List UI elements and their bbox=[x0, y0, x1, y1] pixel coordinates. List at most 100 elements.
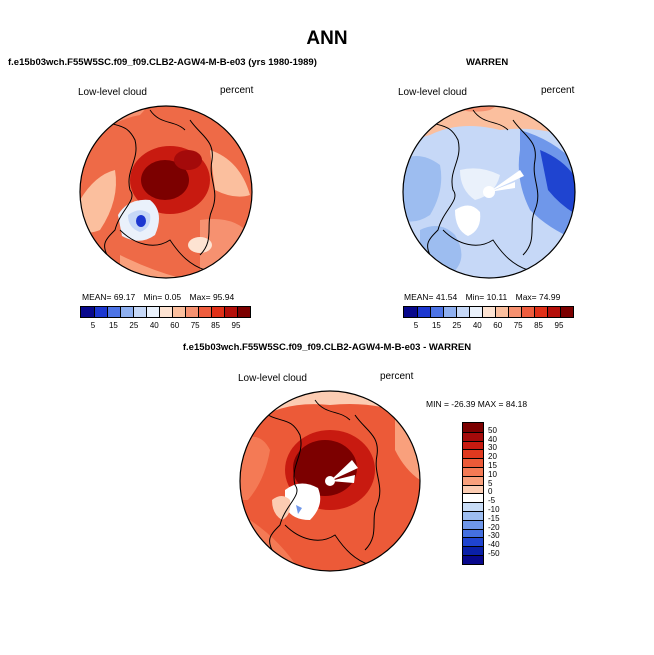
colorbar-swatch bbox=[463, 519, 483, 529]
colorbar-swatch bbox=[463, 449, 483, 459]
panel3-colorbar: 50 40 30 20 15 10 5 0 -5 -10 -15 -20 -30 -40 -50 bbox=[462, 422, 500, 565]
colorbar-swatch bbox=[482, 307, 495, 317]
colorbar-strip bbox=[80, 306, 251, 318]
colorbar-tick-label: -20 bbox=[488, 522, 500, 532]
colorbar-swatch bbox=[430, 307, 443, 317]
colorbar-swatch bbox=[547, 307, 560, 317]
panel2-title: WARREN bbox=[466, 57, 509, 68]
colorbar-tick-label: 5 bbox=[488, 478, 493, 488]
panel3-left-label: Low-level cloud bbox=[238, 373, 307, 384]
colorbar-tick-label: -40 bbox=[488, 540, 500, 550]
panel2-stats: MEAN= 41.54 Min= 10.11 Max= 74.99 bbox=[404, 292, 560, 302]
panel2-mean-value: 41.54 bbox=[435, 292, 458, 302]
colorbar-swatch bbox=[463, 458, 483, 467]
panel1-min-value: 0.05 bbox=[164, 292, 182, 302]
colorbar-swatch bbox=[224, 307, 237, 317]
colorbar-swatch bbox=[521, 307, 534, 317]
panel1-title: f.e15b03wch.F55W5SC.f09_f09.CLB2-AGW4-M-… bbox=[8, 57, 317, 68]
colorbar-tick-label: 0 bbox=[488, 487, 493, 497]
panel2-field bbox=[403, 106, 575, 278]
colorbar-tick-label: 5 bbox=[90, 321, 96, 330]
colorbar-tick-label: 75 bbox=[513, 321, 523, 330]
colorbar-swatch bbox=[159, 307, 172, 317]
colorbar-swatch bbox=[456, 307, 469, 317]
panel2-left-label: Low-level cloud bbox=[398, 87, 467, 98]
colorbar-tick-label: 60 bbox=[170, 321, 180, 330]
colorbar-swatch bbox=[463, 546, 483, 555]
panel1-mean-value: 69.17 bbox=[113, 292, 136, 302]
colorbar-swatch bbox=[463, 493, 483, 503]
colorbar-swatch bbox=[463, 554, 483, 564]
panel1-min-label: Min= bbox=[143, 292, 163, 302]
panel2-right-label: percent bbox=[541, 85, 575, 96]
colorbar-swatch bbox=[463, 423, 483, 432]
colorbar-swatch bbox=[495, 307, 508, 317]
colorbar-swatch bbox=[198, 307, 211, 317]
panel2-min-value: 10.11 bbox=[486, 292, 508, 302]
colorbar-tick-label: 10 bbox=[488, 469, 497, 479]
panel3-right-label: percent bbox=[380, 371, 414, 382]
colorbar-swatch bbox=[463, 510, 483, 520]
colorbar-tick-label: 30 bbox=[488, 443, 497, 453]
colorbar-tick-label: 20 bbox=[488, 452, 497, 462]
colorbar-swatch bbox=[534, 307, 547, 317]
panel2-max-value: 74.99 bbox=[539, 292, 561, 302]
colorbar-swatch bbox=[120, 307, 133, 317]
colorbar-swatch bbox=[81, 307, 94, 317]
colorbar-tick-label: 15 bbox=[108, 321, 118, 330]
panel1-left-label: Low-level cloud bbox=[78, 87, 147, 98]
colorbar-tick-label: 85 bbox=[211, 321, 221, 330]
colorbar-swatch bbox=[211, 307, 224, 317]
panel1-stats: MEAN= 69.17 Min= 0.05 Max= 95.94 bbox=[82, 292, 234, 302]
colorbar-tick-label: 5 bbox=[413, 321, 419, 330]
colorbar-swatch bbox=[107, 307, 120, 317]
colorbar-tick-label: 40 bbox=[488, 434, 497, 444]
colorbar-swatch bbox=[463, 431, 483, 441]
colorbar-tick-label: 40 bbox=[149, 321, 159, 330]
colorbar-swatch bbox=[417, 307, 430, 317]
panel2-max-label: Max= bbox=[515, 292, 537, 302]
colorbar-strip bbox=[403, 306, 574, 318]
colorbar-strip bbox=[462, 422, 484, 565]
colorbar-tick-label: 50 bbox=[488, 425, 497, 435]
colorbar-tick-label: 75 bbox=[190, 321, 200, 330]
colorbar-swatch bbox=[404, 307, 417, 317]
colorbar-swatch bbox=[172, 307, 185, 317]
colorbar-swatch bbox=[443, 307, 456, 317]
colorbar-tick-label: 95 bbox=[231, 321, 241, 330]
page-title: ANN bbox=[306, 28, 348, 49]
panel1-max-value: 95.94 bbox=[212, 292, 235, 302]
panel1-mean-label: MEAN= bbox=[82, 292, 112, 302]
colorbar-tick-label: -15 bbox=[488, 513, 500, 523]
colorbar-tick-label: 25 bbox=[452, 321, 462, 330]
colorbar-swatch bbox=[237, 307, 250, 317]
colorbar-tick-label: -10 bbox=[488, 505, 500, 514]
panel1-right-label: percent bbox=[220, 85, 254, 96]
colorbar-tick-label: -30 bbox=[488, 531, 500, 541]
colorbar-swatch bbox=[463, 528, 483, 538]
panel3-stats: MIN = -26.39 MAX = 84.18 bbox=[426, 399, 528, 409]
colorbar-swatch bbox=[469, 307, 482, 317]
colorbar-swatch bbox=[133, 307, 146, 317]
colorbar-tick-label: -5 bbox=[488, 496, 496, 506]
colorbar-tick-label: 25 bbox=[129, 321, 139, 330]
panel1-field bbox=[80, 106, 252, 278]
colorbar-swatch bbox=[463, 440, 483, 450]
colorbar-swatch bbox=[560, 307, 573, 317]
panel3-field bbox=[240, 391, 420, 571]
colorbar-tick-label: 40 bbox=[472, 321, 482, 330]
colorbar-tick-label: -50 bbox=[488, 549, 500, 558]
colorbar-tick-label: 60 bbox=[493, 321, 503, 330]
panel2-colorbar: 5 15 25 40 60 75 85 95 bbox=[403, 306, 574, 330]
colorbar-swatch bbox=[185, 307, 198, 317]
colorbar-swatch bbox=[463, 475, 483, 485]
colorbar-tick-label: 15 bbox=[488, 461, 497, 470]
colorbar-swatch bbox=[94, 307, 107, 317]
colorbar-swatch bbox=[146, 307, 159, 317]
panel1-max-label: Max= bbox=[189, 292, 211, 302]
colorbar-swatch bbox=[463, 502, 483, 511]
colorbar-tick-label: 85 bbox=[534, 321, 544, 330]
colorbar-swatch bbox=[463, 484, 483, 494]
panel1-colorbar: 5 15 25 40 60 75 85 95 bbox=[80, 306, 251, 330]
